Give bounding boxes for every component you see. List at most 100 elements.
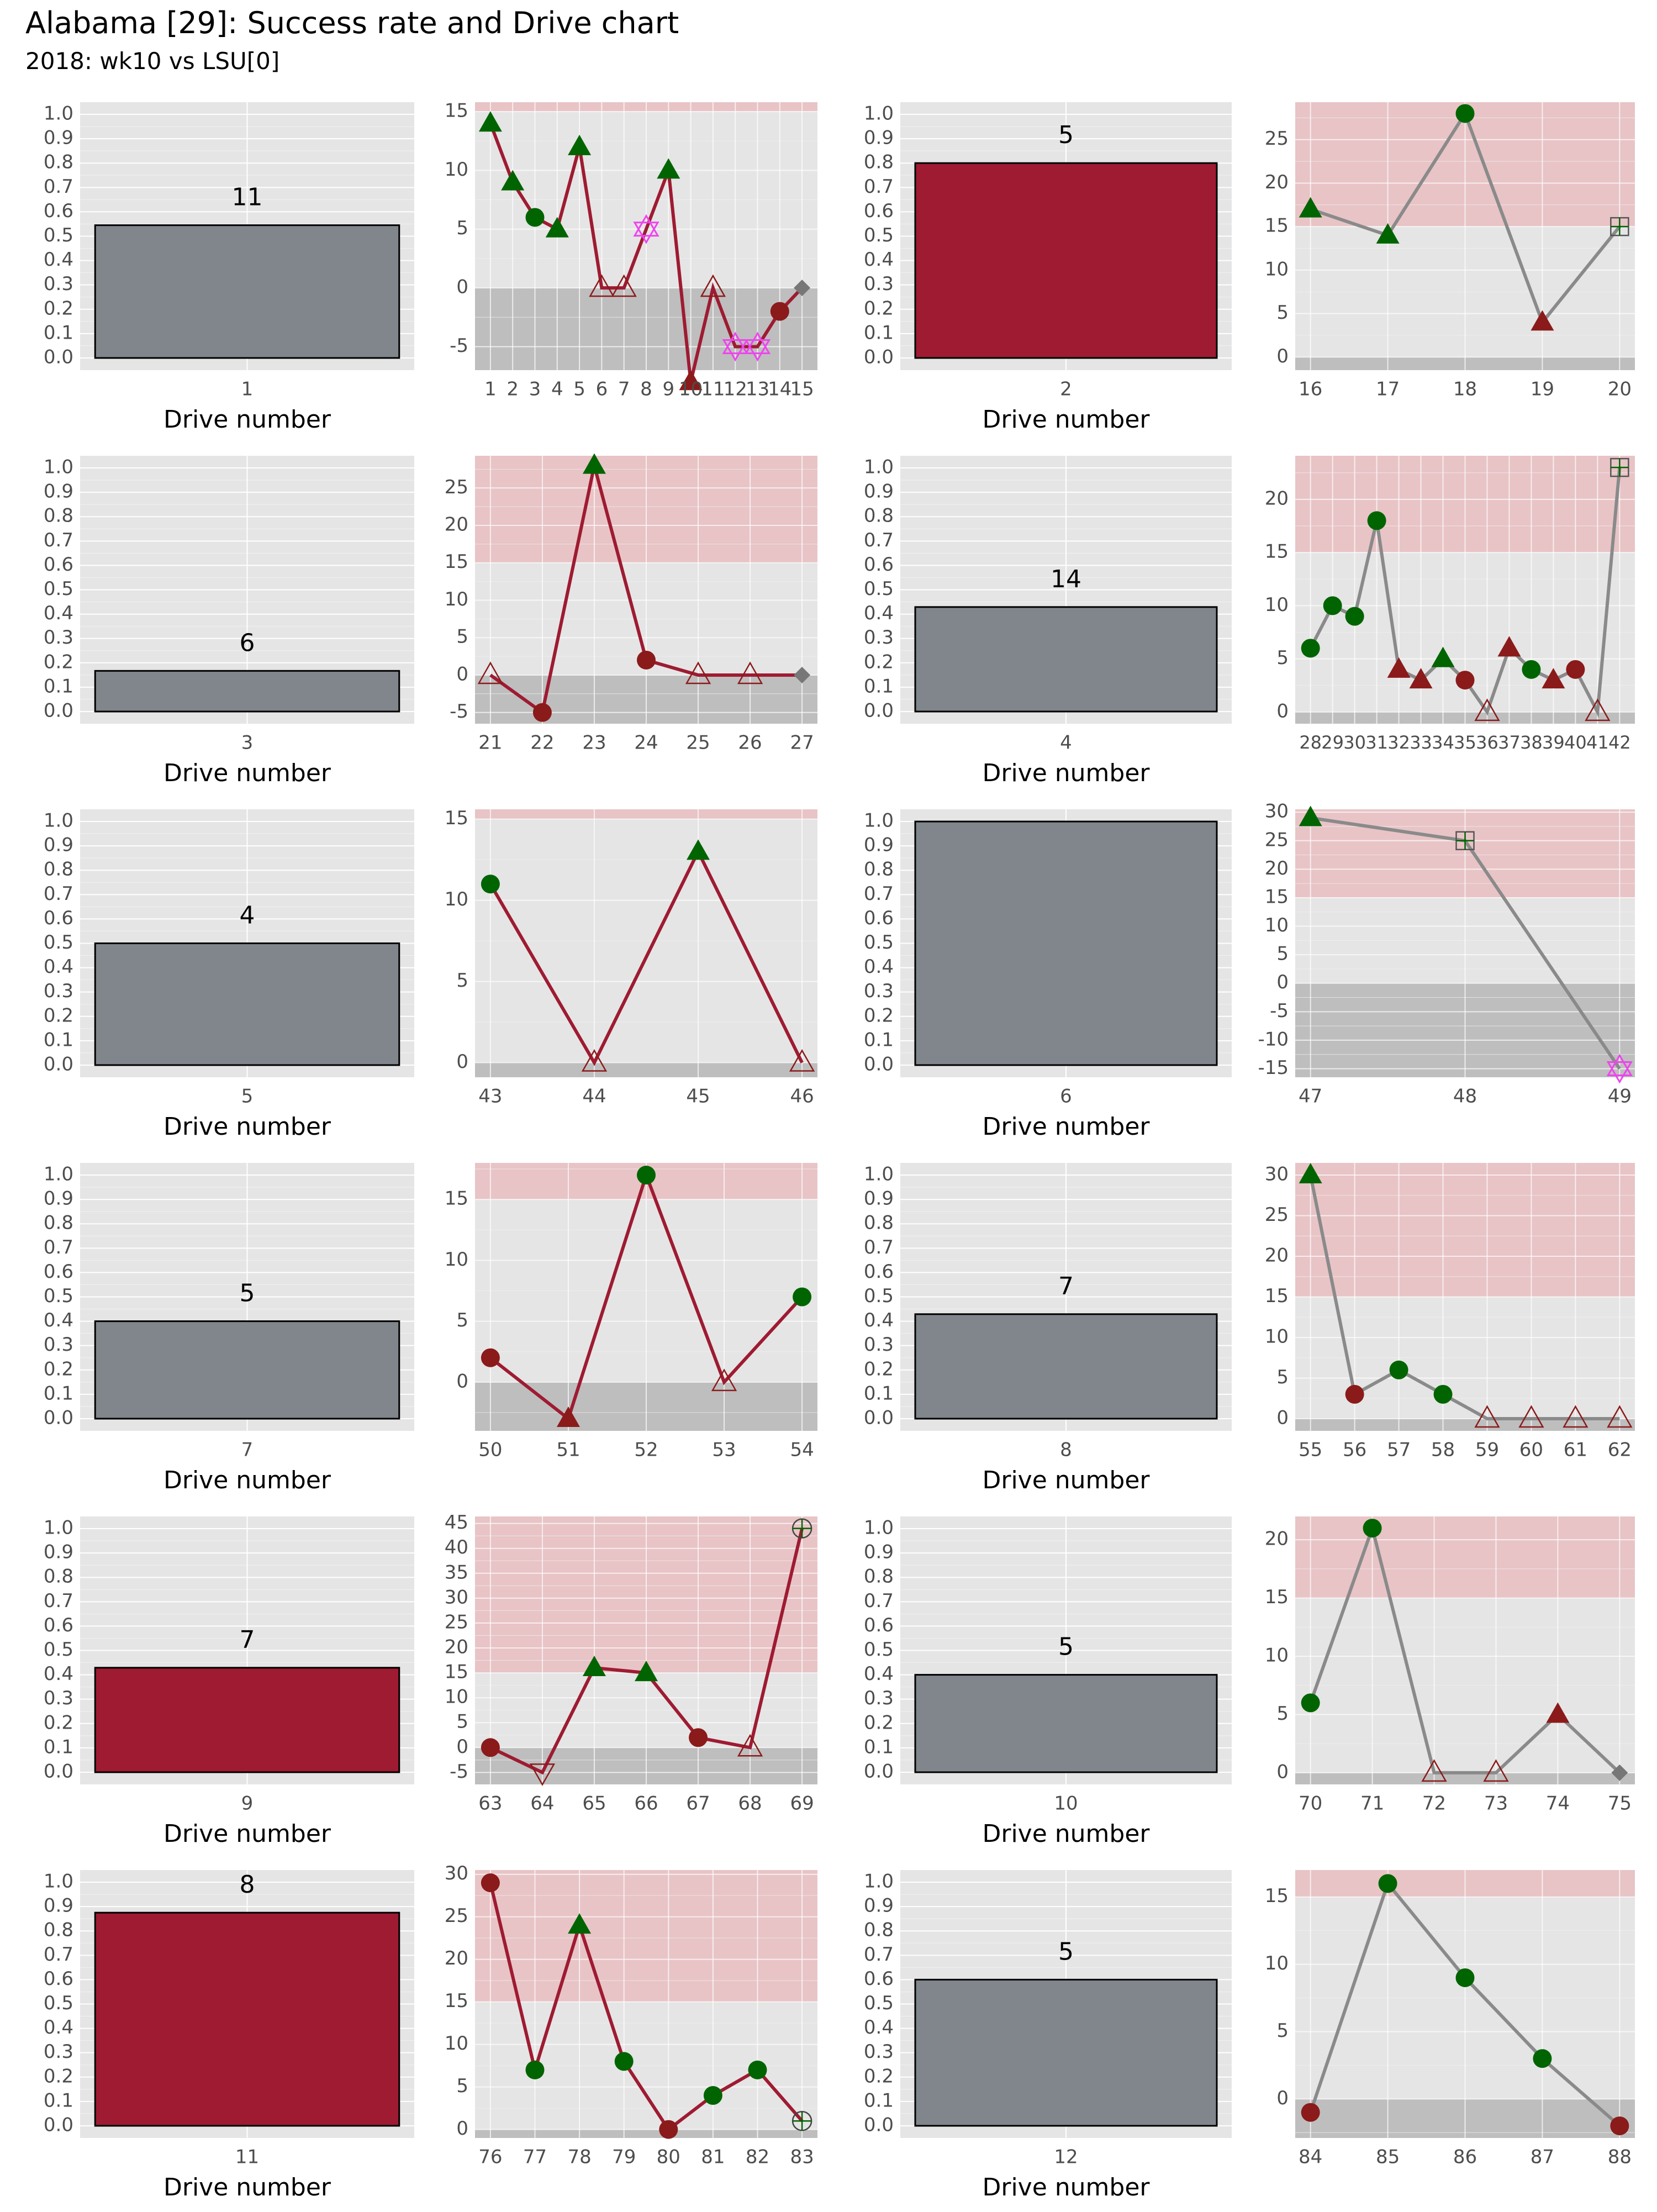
x-tick-label: 41 — [1586, 732, 1609, 753]
point-marker — [1483, 1759, 1509, 1782]
point-marker — [1299, 805, 1322, 826]
x-tick-label: 11 — [701, 378, 725, 401]
x-tick-label: 18 — [1453, 378, 1477, 401]
point-marker — [581, 1049, 608, 1072]
y-tick-label: 0.1 — [864, 1382, 894, 1404]
point-marker — [794, 666, 811, 683]
y-tick-label: 0.3 — [864, 626, 894, 649]
y-tick-label: 10 — [1265, 914, 1289, 936]
red-zone-band — [1295, 1163, 1635, 1297]
x-tick-label: 39 — [1542, 732, 1565, 753]
y-tick-label: 0.1 — [44, 1736, 73, 1758]
y-tick-label: 0.5 — [44, 224, 73, 246]
point-marker — [582, 1656, 606, 1677]
y-tick-label: 10 — [445, 1249, 468, 1271]
x-tick-label: 14 — [768, 378, 791, 401]
x-tick-label: 55 — [1299, 1439, 1322, 1461]
drive-chart-panel-13: 0 5 10 15 50 51 52 53 54 — [445, 1163, 817, 1461]
point-marker — [1497, 636, 1521, 657]
point-marker — [501, 170, 525, 191]
success-rate-bar — [914, 606, 1218, 713]
y-tick-label: 0.9 — [864, 1188, 894, 1210]
drive-chart-panel-15: 0 5 10 15 20 25 30 55 56 57 58 59 60 61 62 — [1265, 1163, 1635, 1461]
bar-count-label: 5 — [1058, 1633, 1074, 1661]
point-marker — [794, 280, 811, 297]
x-tick-label: 13 — [746, 378, 769, 401]
y-tick-label: 0.2 — [44, 2065, 73, 2087]
y-tick-label: 15 — [445, 551, 468, 573]
y-tick-label: 5 — [1276, 943, 1289, 965]
x-tick-label: 46 — [790, 1086, 814, 1108]
point-marker — [1389, 1360, 1408, 1379]
y-tick-label: 0 — [456, 663, 468, 685]
x-tick-label: 29 — [1321, 732, 1344, 753]
point-marker — [1421, 1759, 1447, 1782]
y-tick-label: 35 — [445, 1561, 468, 1583]
y-tick-label: 10 — [1265, 258, 1289, 280]
y-tick-label: 0.5 — [44, 1285, 73, 1307]
x-tick-label: 5 — [241, 1086, 254, 1108]
x-axis-title: Drive number — [982, 1820, 1150, 1848]
y-tick-label: 30 — [445, 1586, 468, 1608]
y-tick-label: -5 — [1270, 1000, 1289, 1022]
y-tick-label: 10 — [1265, 1645, 1289, 1667]
x-axis-title: Drive number — [163, 1113, 331, 1141]
success-rate-bar — [94, 1320, 400, 1420]
y-tick-label: 10 — [445, 1686, 468, 1708]
x-tick-label: 4 — [551, 378, 563, 401]
point-marker — [703, 2086, 722, 2105]
x-tick-label: 49 — [1608, 1086, 1632, 1108]
y-tick-label: 0.7 — [864, 176, 894, 198]
y-tick-label: 0.3 — [44, 1334, 73, 1356]
y-tick-label: 0.8 — [864, 505, 894, 527]
y-tick-label: 0.4 — [864, 602, 894, 624]
point-marker — [525, 2060, 545, 2079]
y-tick-label: 0.2 — [44, 651, 73, 673]
point-marker — [1522, 660, 1541, 679]
x-tick-label: 25 — [686, 732, 710, 754]
y-tick-label: 10 — [445, 159, 468, 181]
y-tick-label: 0.9 — [44, 1188, 73, 1210]
y-tick-label: 0.0 — [44, 1053, 73, 1075]
y-tick-label: -5 — [450, 701, 468, 723]
x-tick-label: 17 — [1376, 378, 1400, 401]
point-marker — [770, 302, 789, 321]
y-tick-label: 0.8 — [864, 151, 894, 173]
y-tick-label: 0.3 — [44, 980, 73, 1002]
bar-count-label: 11 — [232, 183, 263, 212]
y-tick-label: 15 — [1265, 886, 1289, 908]
y-tick-label: 0 — [456, 2118, 468, 2140]
x-axis-title: Drive number — [982, 2173, 1150, 2202]
x-tick-label: 20 — [1608, 378, 1632, 401]
point-marker — [679, 370, 703, 391]
success-rate-bar — [94, 1667, 400, 1773]
point-marker — [1301, 1693, 1320, 1713]
x-axis-title: Drive number — [982, 405, 1150, 434]
point-marker — [1345, 607, 1364, 626]
y-tick-label: 0.8 — [44, 505, 73, 527]
y-tick-label: 15 — [445, 1990, 468, 2012]
y-tick-label: 0.3 — [44, 2041, 73, 2063]
y-tick-label: 0.1 — [864, 1736, 894, 1758]
y-tick-label: 0.8 — [864, 859, 894, 881]
y-tick-label: 0.3 — [864, 2041, 894, 2063]
y-tick-label: 5 — [1276, 302, 1289, 324]
drive-chart-panel-11: -15 -10 -5 0 5 10 15 20 25 30 47 48 49 — [1258, 800, 1635, 1108]
y-tick-label: 0.4 — [864, 1309, 894, 1331]
x-axis-title: Drive number — [163, 405, 331, 434]
x-tick-label: 75 — [1608, 1793, 1632, 1815]
x-tick-label: 4 — [1060, 732, 1072, 754]
y-tick-label: 20 — [445, 513, 468, 535]
y-tick-label: 0 — [456, 1736, 468, 1758]
y-tick-label: -5 — [450, 335, 468, 357]
success-rate-panel-12: 0.0 0.10.20.3 0.40.50.6 0.70.80.91.0 5 7 Drive… — [44, 1163, 414, 1494]
y-tick-label: 5 — [456, 626, 468, 648]
y-tick-label: 0.6 — [864, 1968, 894, 1990]
x-tick-label: 2 — [506, 378, 519, 401]
y-tick-label: 0.5 — [864, 931, 894, 954]
y-tick-label: 0.3 — [44, 1687, 73, 1709]
x-tick-label: 70 — [1299, 1793, 1322, 1815]
y-tick-label: 0.1 — [44, 2089, 73, 2111]
point-marker — [1301, 2103, 1320, 2122]
